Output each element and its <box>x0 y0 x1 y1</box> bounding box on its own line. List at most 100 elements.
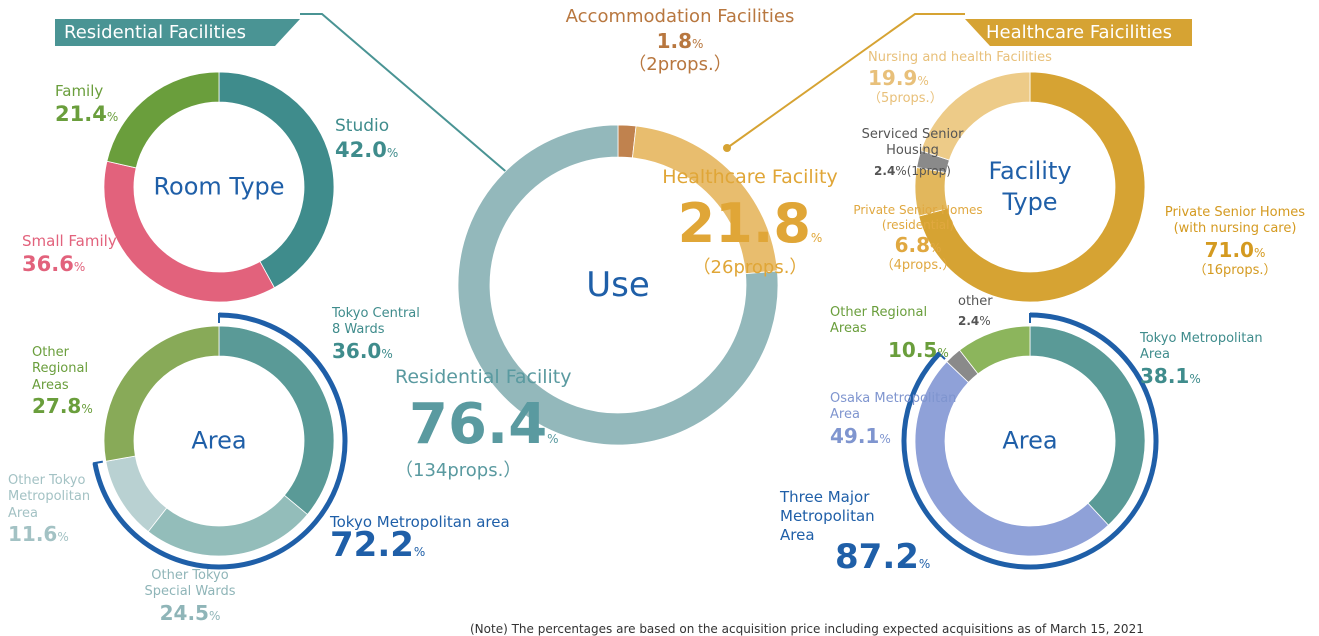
value-line: 19.9% <box>868 66 1068 91</box>
segment-value: 6.8 <box>894 233 931 257</box>
unit: % <box>106 109 119 124</box>
donut-segment <box>218 325 335 516</box>
value-line: 2.4%(1prop) <box>850 160 975 180</box>
segment-value: 24.5 <box>159 600 209 625</box>
bracket-arc <box>92 312 348 570</box>
segment-label: Serviced Senior Housing 2.4%(1prop) <box>850 127 975 180</box>
donut-segment <box>103 325 220 462</box>
segment-label: Other Tokyo Special Wards 24.5% <box>130 568 250 626</box>
unit: % <box>386 146 399 161</box>
unit: % <box>547 431 559 446</box>
segment-value: 11.6 <box>8 521 58 546</box>
segment-value: 2.4 <box>958 314 980 329</box>
value-line: 76.4% <box>395 390 625 460</box>
value-line: 11.6% <box>8 522 103 547</box>
segment-label: Nursing and health Facilities 19.9% （5prop… <box>868 50 1068 108</box>
note: (Note) The percentages are based on the … <box>470 622 1144 636</box>
unit: % <box>979 314 991 329</box>
segment-label: Family 21.4% <box>55 82 175 127</box>
segment-name: Private Senior Homes (residential) <box>853 203 983 232</box>
value-line: 21.4% <box>55 101 175 127</box>
arc-value: 87.2 <box>835 537 919 578</box>
donut-title: Area <box>191 426 247 455</box>
segment-label: Studio 42.0% <box>335 116 455 164</box>
arc-name: Three Major Metropolitan Area <box>780 488 875 544</box>
unit: % <box>81 401 93 416</box>
segment-value: 10.5 <box>888 337 938 362</box>
segment-value: 71.0 <box>1204 237 1254 262</box>
connector-dot <box>723 144 731 152</box>
segment-label: Small Family 36.6% <box>22 232 142 277</box>
unit: % <box>381 346 393 361</box>
props: （4props.） <box>880 258 956 273</box>
value-line: 1.8% <box>560 29 800 54</box>
segment-value: 36.6 <box>22 251 74 276</box>
unit: % <box>895 163 907 178</box>
donut-segment <box>457 124 779 446</box>
unit: % <box>937 345 949 360</box>
segment-label: other 2.4% <box>958 294 1018 330</box>
segment-name: Serviced Senior Housing <box>861 127 964 159</box>
unit: % <box>810 230 823 245</box>
segment-label: Tokyo Metropolitan Area 38.1% <box>1140 331 1280 389</box>
donut-segment <box>914 361 1109 557</box>
value-line: 42.0% <box>335 137 455 163</box>
props: (1prop) <box>906 163 951 178</box>
props: （5props.） <box>868 91 943 107</box>
segment-value: 21.4 <box>55 101 107 126</box>
props: （16props.） <box>1193 262 1277 278</box>
unit: % <box>930 241 942 255</box>
segment-name: Other Tokyo Metropolitan Area <box>8 473 91 521</box>
unit: % <box>57 529 69 544</box>
segment-name: Tokyo Metropolitan Area <box>1140 331 1263 363</box>
arc-value: 72.2 <box>330 524 414 565</box>
segment-name: Small Family <box>22 232 117 250</box>
unit: % <box>879 431 891 446</box>
donut-title: Use <box>586 264 650 305</box>
connector <box>726 13 965 149</box>
segment-name: Other Regional Areas <box>32 345 89 393</box>
segment-value: 36.0 <box>332 338 382 363</box>
segment-value: 27.8 <box>32 393 82 418</box>
segment-name: other <box>958 294 993 309</box>
value-line: 2.4% <box>958 310 1018 330</box>
segment-value: 21.8 <box>677 191 811 255</box>
value-line: 87.2% <box>780 536 930 579</box>
value-line: 72.2% <box>330 524 570 567</box>
unit: % <box>208 608 221 623</box>
unit: % <box>917 74 929 89</box>
segment-value: 49.1 <box>830 423 880 448</box>
segment-label: Other Regional Areas 10.5% <box>830 305 950 363</box>
unit: % <box>692 36 704 51</box>
unit: % <box>1189 371 1201 386</box>
unit: % <box>1253 245 1266 260</box>
connector <box>300 13 511 176</box>
arc-label: Three Major Metropolitan Area 87.2% <box>780 488 930 579</box>
segment-value: 42.0 <box>335 138 387 163</box>
segment-name: Healthcare Facility <box>662 166 838 188</box>
segment-label: Private Senior Homes (with nursing care)… <box>1155 205 1315 279</box>
value-line: 10.5% <box>830 338 950 363</box>
segment-value: 1.8 <box>656 28 693 53</box>
segment-label: Tokyo Central 8 Wards 36.0% <box>332 306 432 364</box>
props: （26props.） <box>692 257 808 279</box>
props: （2props.） <box>628 53 732 75</box>
value-line: 36.0% <box>332 339 432 364</box>
segment-name: Tokyo Central 8 Wards <box>332 306 420 338</box>
banner: Healthcare Faicilities <box>986 22 1172 43</box>
value-line: 24.5% <box>130 601 250 626</box>
segment-name: Studio <box>335 116 390 136</box>
segment-label: Private Senior Homes (residential) 6.8% （4… <box>848 203 988 274</box>
value-line: 71.0% <box>1155 238 1315 263</box>
banner-shape <box>55 19 300 46</box>
donut-segment <box>106 71 220 169</box>
segment-label: Other Regional Areas 27.8% <box>32 345 127 419</box>
unit: % <box>413 544 426 559</box>
donut-title: Facility Type <box>988 156 1072 216</box>
segment-name: Accommodation Facilities <box>565 6 795 27</box>
donut-title: Area <box>1002 426 1058 455</box>
value-line: 21.8% <box>640 190 860 258</box>
segment-name: Private Senior Homes (with nursing care) <box>1164 205 1306 237</box>
